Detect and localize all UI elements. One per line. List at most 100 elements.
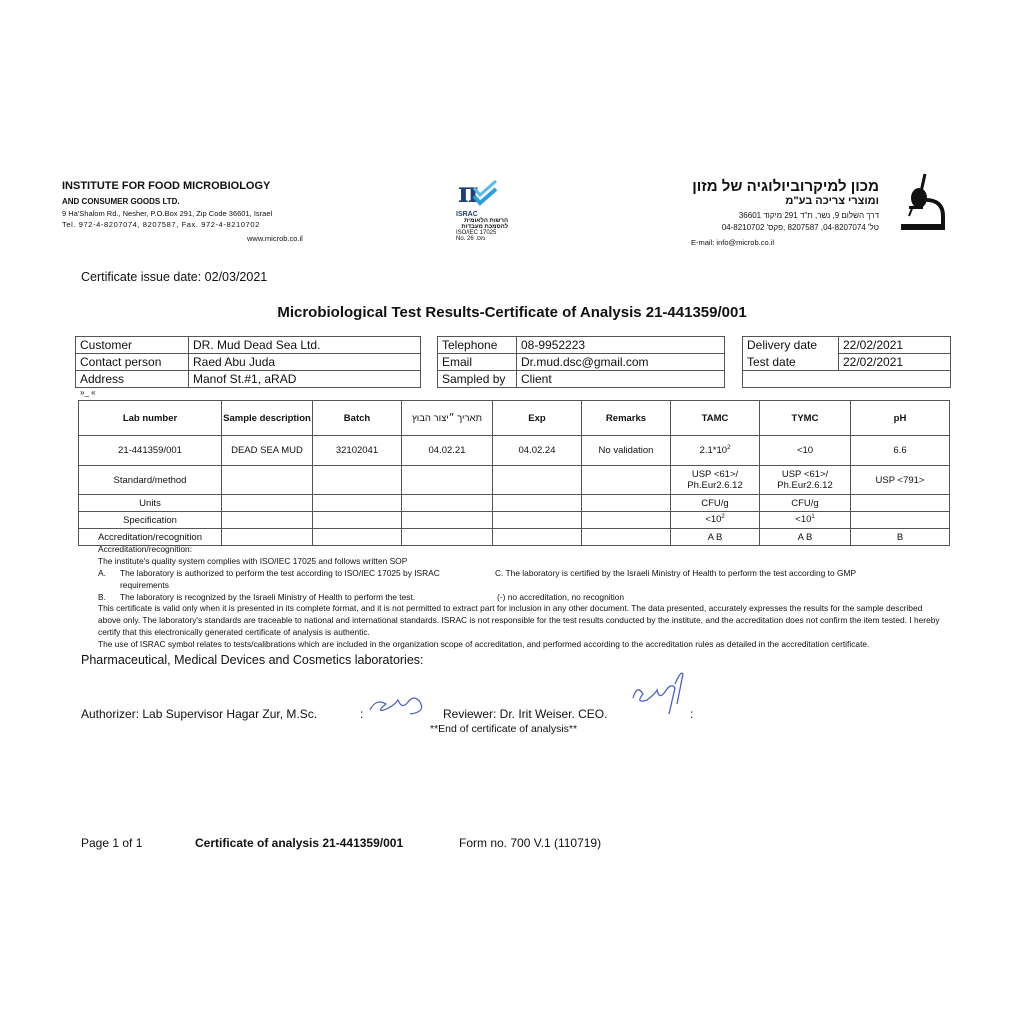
note-none: (-) no accreditation, no recognition — [497, 592, 625, 602]
tamc-spec: <102 — [670, 511, 760, 529]
row-label: Accreditation/recognition — [78, 528, 222, 546]
page-title: Microbiological Test Results-Certificate… — [277, 304, 747, 321]
svg-text:π: π — [458, 178, 479, 208]
col-tamc: TAMC — [670, 400, 760, 436]
spec-base: <10 — [705, 514, 722, 526]
tamc-units: CFU/g — [670, 494, 760, 512]
row-label: Units — [78, 494, 222, 512]
col-tymc: TYMC — [759, 400, 851, 436]
contact-value: Raed Abu Juda — [188, 353, 421, 371]
info-row — [742, 370, 951, 388]
address-value: Manof St.#1, aRAD — [188, 370, 421, 388]
page-number: Page 1 of 1 — [81, 836, 143, 850]
colon: : — [360, 707, 364, 721]
address-en: 9 Ha'Shalom Rd., Nesher, P.O.Box 291, Zi… — [62, 209, 273, 218]
remarks: No validation — [581, 435, 671, 466]
institute-name-he: מכון למיקרוביולוגיה של מזון — [692, 178, 879, 195]
end-of-certificate: **End of certificate of analysis** — [430, 723, 578, 735]
israc-check-icon: π — [458, 176, 498, 209]
label: Sampled by — [437, 370, 517, 388]
telephone-value: 08-9952223 — [516, 336, 725, 354]
notes-title: Accreditation/recognition: — [98, 544, 193, 554]
col-sample-description: Sample description — [221, 400, 313, 436]
col-production-date: תאריך ״יצור הבוץ — [401, 400, 493, 436]
info-row: Email Dr.mud.dsc@gmail.com — [437, 353, 725, 371]
tymc-accreditation: A B — [759, 528, 851, 546]
note-a-label: A. — [98, 568, 106, 578]
label: Delivery date — [742, 336, 839, 354]
ph-standard: USP <791> — [850, 465, 950, 495]
issue-date: Certificate issue date: 02/03/2021 — [81, 270, 268, 284]
label: Customer — [75, 336, 189, 354]
col-ph: pH — [850, 400, 950, 436]
israc-label: ISRAC — [456, 211, 478, 218]
tamc-exponent: 2 — [727, 444, 731, 451]
notes-quality: The institute's quality system complies … — [98, 556, 408, 566]
empty-cell — [742, 370, 951, 388]
label: Contact person — [75, 353, 189, 371]
spec-base: <10 — [795, 514, 812, 526]
institute-sub-he: ומוצרי צריכה בע"מ — [785, 195, 879, 207]
ph-value: 6.6 — [850, 435, 950, 466]
accreditation-row: Accreditation/recognition A B A B B — [78, 528, 950, 546]
spec-row: Specification <102 <101 — [78, 511, 950, 529]
info-row: Test date 22/02/2021 — [742, 353, 951, 371]
customer-value: DR. Mud Dead Sea Ltd. — [188, 336, 421, 354]
phone-he: טל' 04-8207074, 8207587 ,פקס' 04-8210702 — [721, 223, 879, 232]
standard-row: Standard/method USP <61>/ Ph.Eur2.6.12 U… — [78, 465, 950, 495]
tymc-value: <10 — [759, 435, 851, 466]
email-value: Dr.mud.dsc@gmail.com — [516, 353, 725, 371]
israc-note: The use of ISRAC symbol relates to tests… — [98, 639, 870, 649]
tamc-base: 2.1*10 — [699, 445, 728, 457]
tamc-standard: USP <61>/ Ph.Eur2.6.12 — [670, 465, 760, 495]
spec-exponent: 1 — [811, 514, 815, 521]
stray-marks: »_ « — [80, 388, 96, 397]
col-batch: Batch — [312, 400, 402, 436]
institute-name-en: INSTITUTE FOR FOOD MICROBIOLOGY — [62, 180, 271, 192]
tymc-units: CFU/g — [759, 494, 851, 512]
note-c: C. The laboratory is certified by the Is… — [495, 568, 857, 578]
contact-info-table: Telephone 08-9952223 Email Dr.mud.dsc@gmai… — [437, 336, 725, 388]
row-label: Specification — [78, 511, 222, 529]
sample-description: DEAD SEA MUD — [221, 435, 313, 466]
note-a: The laboratory is authorized to perform … — [120, 568, 440, 590]
israc-number: No. 26 .מס — [456, 236, 486, 242]
note-b-label: B. — [98, 592, 106, 602]
israc-he2: להסמכת מעבדות — [461, 224, 508, 230]
email-header: E-mail: info@microb.co.il — [691, 238, 775, 247]
validity-note: This certificate is valid only when it i… — [98, 603, 940, 637]
tamc-accreditation: A B — [670, 528, 760, 546]
microscope-icon — [901, 173, 945, 230]
col-exp: Exp — [492, 400, 582, 436]
info-row: Contact person Raed Abu Juda — [75, 353, 421, 371]
production-date: 04.02.21 — [401, 435, 493, 466]
authorizer-signature — [369, 697, 423, 715]
label: Telephone — [437, 336, 517, 354]
phone-en: Tel. 972-4-8207074, 8207587, Fax. 972-4-… — [62, 220, 260, 229]
labs-heading: Pharmaceutical, Medical Devices and Cosm… — [81, 653, 424, 667]
label: Email — [437, 353, 517, 371]
info-row: Address Manof St.#1, aRAD — [75, 370, 421, 388]
authorizer: Authorizer: Lab Supervisor Hagar Zur, M.… — [81, 707, 318, 721]
form-number: Form no. 700 V.1 (110719) — [459, 836, 602, 850]
info-row: Sampled by Client — [437, 370, 725, 388]
info-row: Telephone 08-9952223 — [437, 336, 725, 354]
col-remarks: Remarks — [581, 400, 671, 436]
lab-number: 21-441359/001 — [78, 435, 222, 466]
reviewer: Reviewer: Dr. Irit Weiser. CEO. — [443, 707, 608, 721]
sampled-by-value: Client — [516, 370, 725, 388]
dates-table: Delivery date 22/02/2021 Test date 22/02/2… — [742, 336, 951, 388]
israc-iso: ISO/IEC 17025 — [456, 230, 497, 236]
address-he: דרך השלום 9, נשר, ת"ד 291 מיקוד 36601 — [738, 211, 879, 220]
spec-exponent: 2 — [721, 514, 725, 521]
row-label: Standard/method — [78, 465, 222, 495]
label: Test date — [742, 353, 839, 371]
tymc-spec: <101 — [759, 511, 851, 529]
result-row: 21-441359/001 DEAD SEA MUD 32102041 04.0… — [78, 435, 950, 466]
tymc-standard: USP <61>/ Ph.Eur2.6.12 — [759, 465, 851, 495]
footer-certificate: Certificate of analysis 21-441359/001 — [195, 836, 404, 850]
col-lab-number: Lab number — [78, 400, 222, 436]
batch: 32102041 — [312, 435, 402, 466]
exp: 04.02.24 — [492, 435, 582, 466]
info-row: Customer DR. Mud Dead Sea Ltd. — [75, 336, 421, 354]
